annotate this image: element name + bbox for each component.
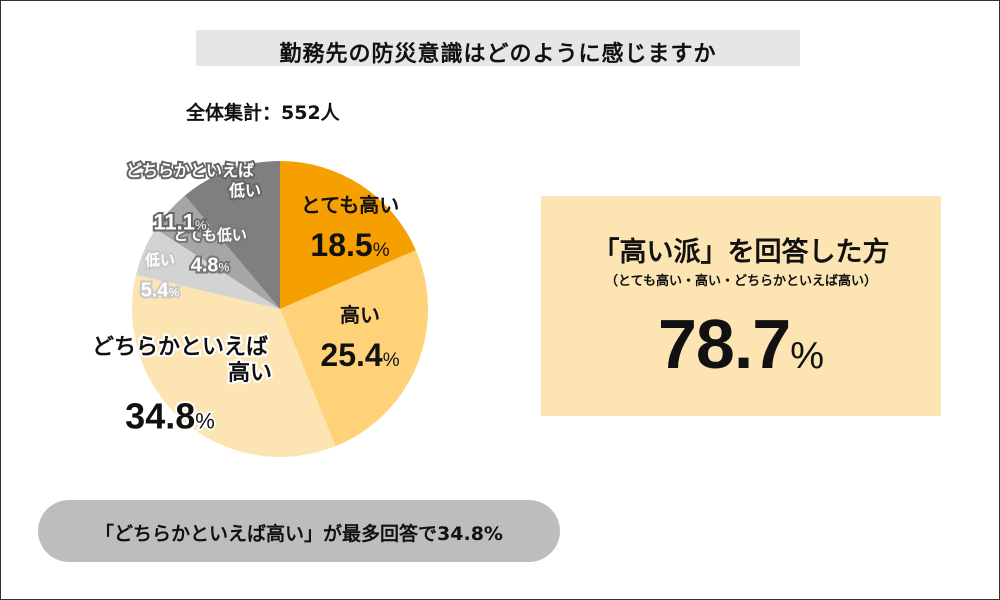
slice-label: 高い (340, 303, 380, 327)
slice-label: どちらかといえば (126, 161, 254, 180)
slice-value: 5.4% (141, 279, 180, 301)
summary-title: 「高い派」を回答した方 (592, 237, 890, 268)
slice-label: 低い (144, 251, 175, 269)
slice-value: 18.5% (310, 227, 389, 263)
slice-value: 34.8% (125, 395, 215, 436)
total-count-label: 全体集計：552人 (186, 102, 340, 124)
slice-value: 11.1% (153, 210, 207, 235)
pie-slice (280, 161, 416, 309)
highlight-pill: 「どちらかといえば高い」が最多回答で34.8% (38, 500, 560, 562)
slice-value: 25.4% (320, 337, 399, 373)
slice-label: とても低い (173, 226, 247, 244)
highlight-pill-text: 「どちらかといえば高い」が最多回答で34.8% (95, 523, 503, 545)
pie-labels: とても高い18.5%高い25.4%どちらかといえば高い34.8%低い5.4%とて… (90, 159, 400, 438)
slice-label: どちらかといえば (92, 335, 268, 360)
slice-label: 低い (228, 181, 261, 200)
pie-slice (184, 161, 280, 309)
pie-slice (280, 250, 429, 447)
pie-slice (155, 195, 280, 309)
chart-title-bar: 勤務先の防災意識はどのように感じますか (196, 30, 800, 67)
slice-label: とても高い (301, 193, 399, 217)
pie-slices (132, 161, 429, 457)
slice-label: 高い (228, 360, 272, 386)
chart-title: 勤務先の防災意識はどのように感じますか (279, 42, 717, 67)
summary-value: 78.7 (657, 305, 791, 383)
pie-slice (135, 228, 280, 309)
summary-subtitle: （とても高い・高い・どちらかといえば高い） (605, 274, 877, 289)
pie-slice (132, 274, 336, 457)
summary-unit: % (790, 335, 825, 377)
summary-box: 「高い派」を回答した方 （とても高い・高い・どちらかといえば高い） 78.7% (541, 196, 941, 416)
summary-value-wrap: 78.7% (541, 304, 941, 384)
slice-value: 4.8% (191, 254, 230, 276)
